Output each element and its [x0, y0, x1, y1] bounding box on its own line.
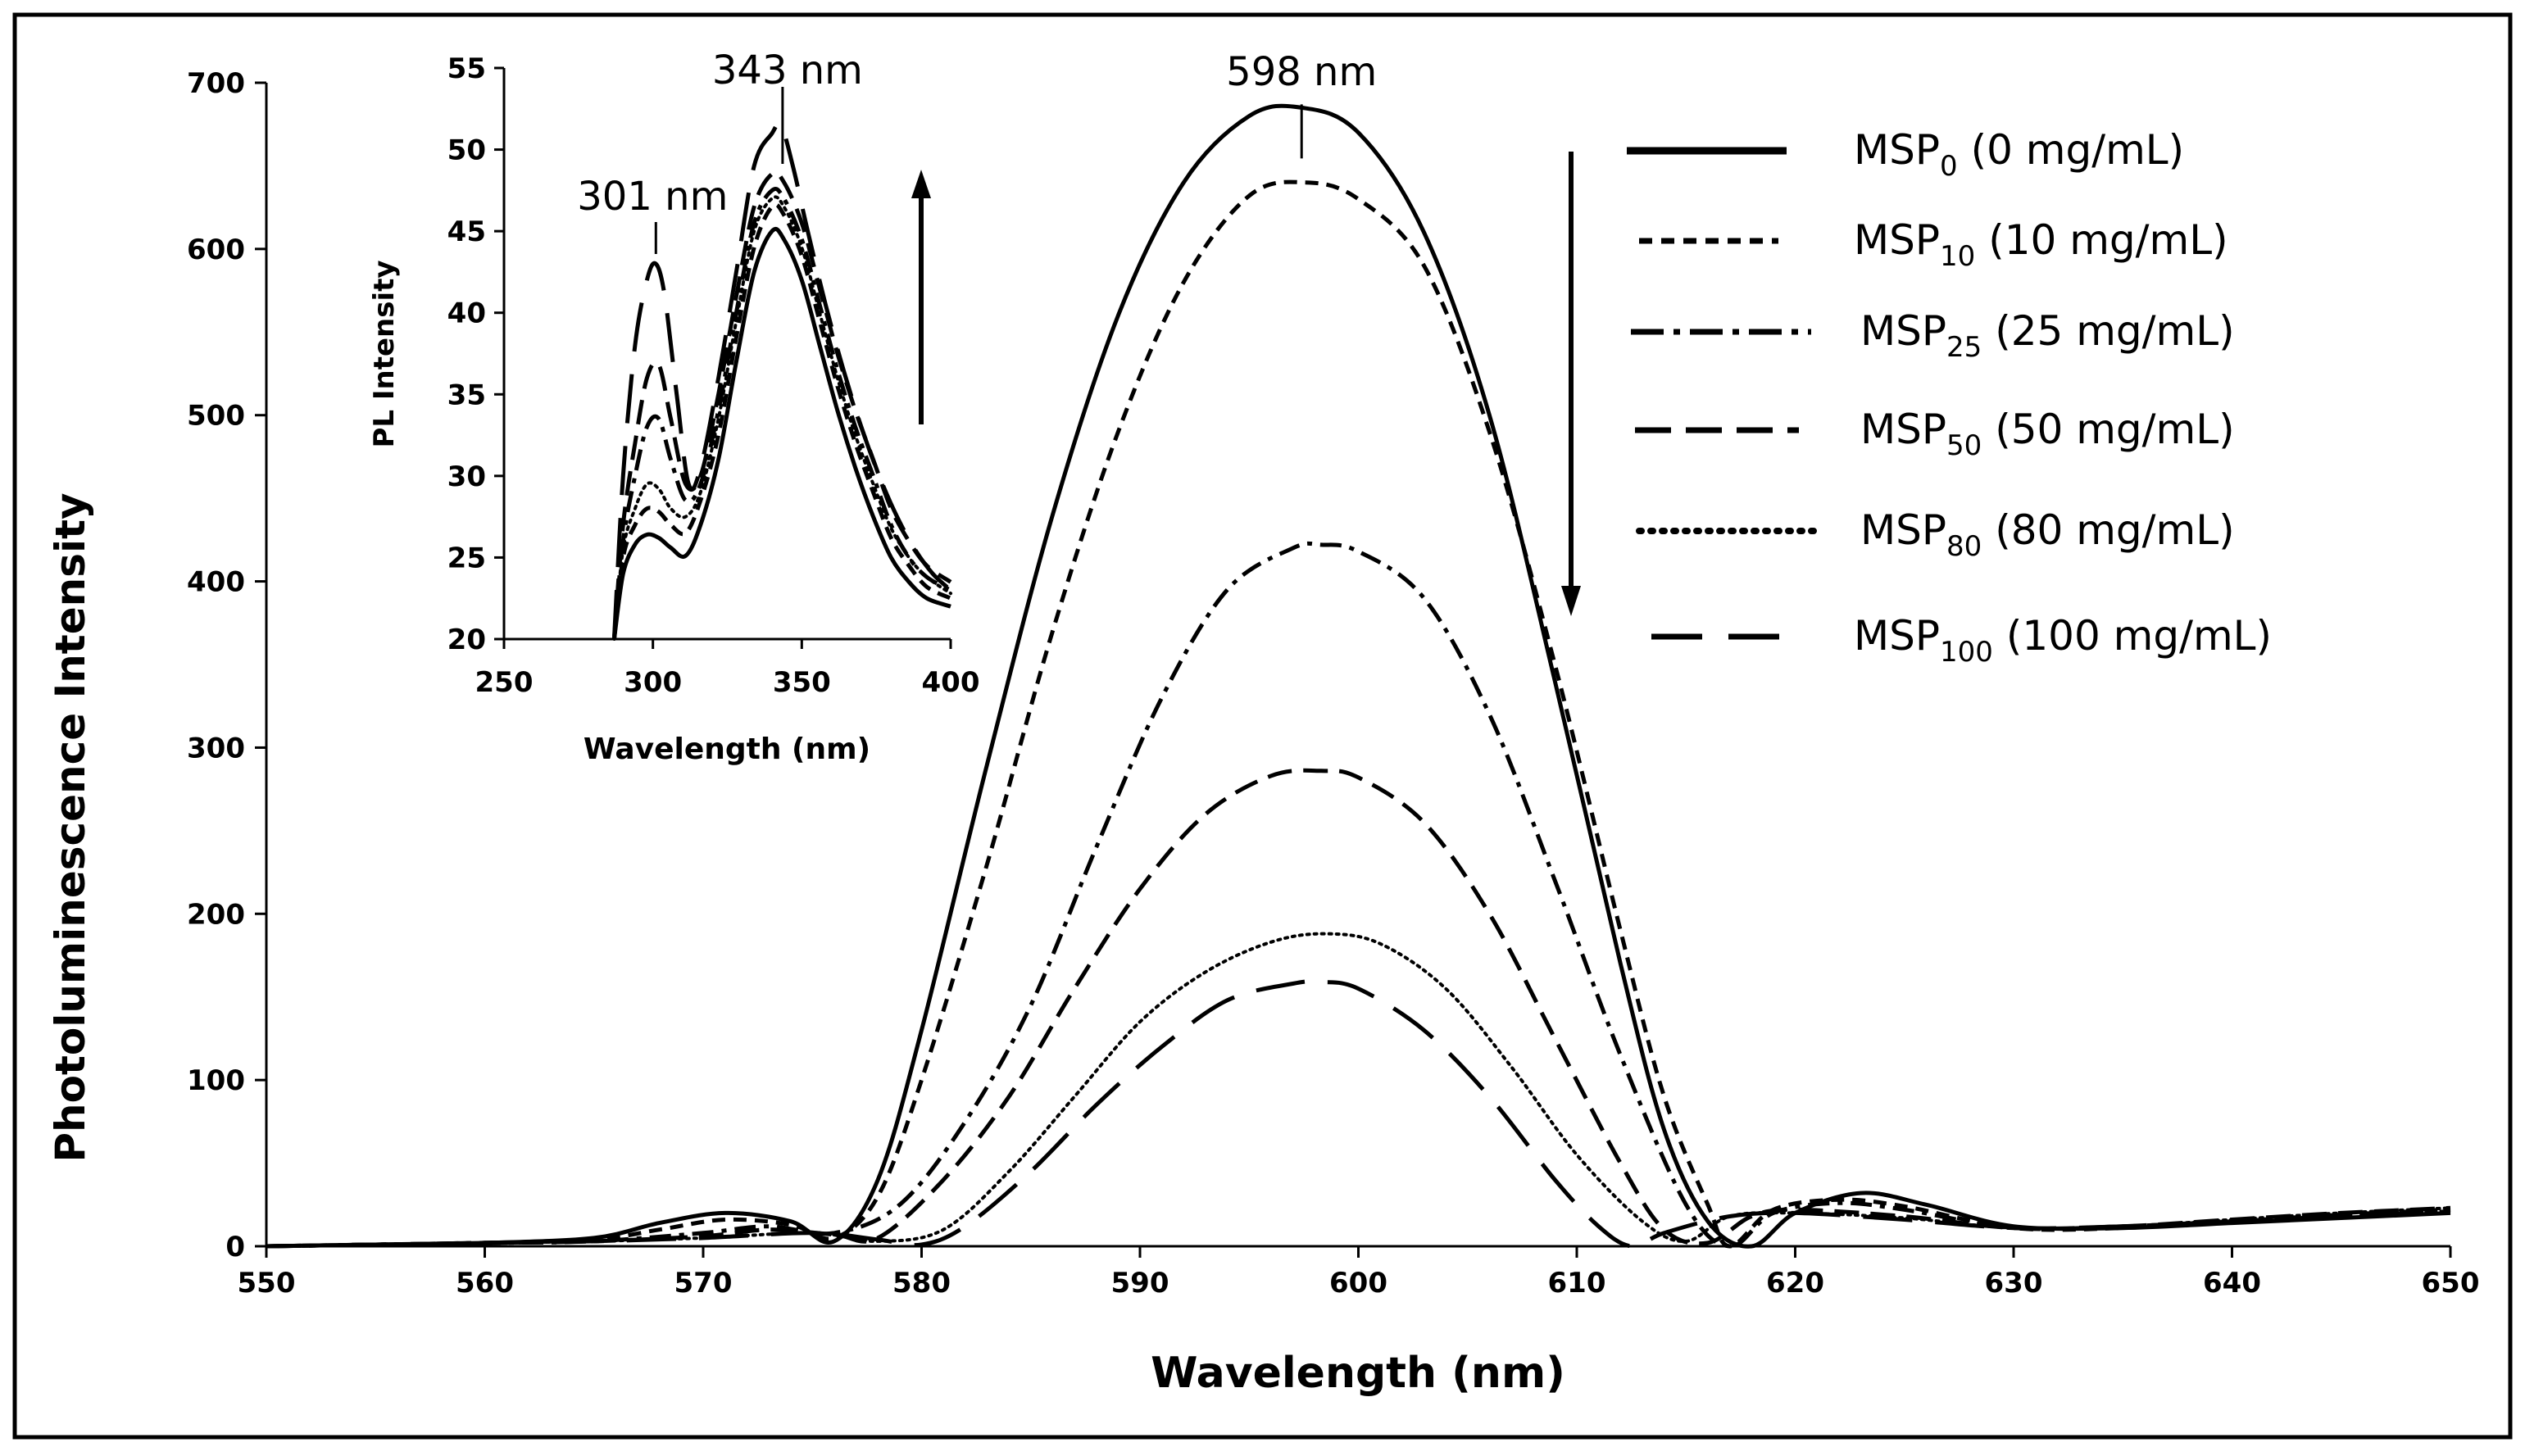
- main-x-tick-label: 560: [456, 1267, 514, 1300]
- legend: MSP0 (0 mg/mL)MSP10 (10 mg/mL)MSP25 (25 …: [1627, 126, 2272, 669]
- inset-series-line-msp100: [611, 120, 952, 640]
- inset-series-line-msp80: [612, 195, 952, 641]
- main-series-line-0: [266, 103, 2451, 1249]
- legend-base: MSP: [1860, 506, 1946, 554]
- legend-rest: (100 mg/mL): [1993, 612, 2272, 660]
- main-y-tick-label: 400: [187, 566, 245, 599]
- main-x-tick-label: 590: [1111, 1267, 1169, 1300]
- main-y-tick-label: 500: [187, 400, 245, 433]
- inset-x-tick-label: 350: [773, 666, 831, 699]
- legend-subscript: 25: [1946, 331, 1982, 364]
- peak-301-label: 301 nm: [577, 174, 728, 220]
- main-x-tick-label: 610: [1548, 1267, 1606, 1300]
- main-x-tick-label: 580: [892, 1267, 951, 1300]
- legend-base: MSP: [1860, 307, 1946, 355]
- legend-subscript: 80: [1946, 530, 1982, 563]
- legend-base: MSP: [1854, 126, 1940, 174]
- inset-x-tick-label: 300: [624, 666, 682, 699]
- legend-label-0: MSP0 (0 mg/mL): [1854, 126, 2184, 183]
- legend-subscript: 10: [1940, 240, 1975, 273]
- peak-598-label: 598 nm: [1226, 49, 1377, 95]
- main-x-tick-label: 630: [1985, 1267, 2043, 1300]
- inset-y-tick-label: 20: [447, 624, 486, 656]
- legend-rest: (0 mg/mL): [1958, 126, 2184, 174]
- inset-x-tick-label: 400: [922, 666, 980, 699]
- peak-343-label: 343 nm: [712, 48, 863, 93]
- legend-base: MSP: [1854, 216, 1940, 264]
- increase-arrow: [911, 170, 931, 424]
- main-series-line-100: [266, 979, 2451, 1249]
- main-x-tick-label: 650: [2422, 1267, 2480, 1300]
- inset-y-tick-label: 55: [447, 52, 486, 85]
- inset-series: [611, 120, 952, 641]
- legend-label-50: MSP50 (50 mg/mL): [1860, 406, 2235, 462]
- main-y-tick-label: 600: [187, 234, 245, 266]
- main-x-tick-label: 550: [238, 1267, 296, 1300]
- legend-rest: (80 mg/mL): [1982, 506, 2234, 554]
- main-ticks: 550 560 570 580 590 600 610 620 630 640 6500100200…: [187, 67, 2479, 1300]
- inset-y-tick-label: 35: [447, 379, 486, 411]
- main-x-tick-label: 620: [1766, 1267, 1824, 1300]
- legend-rest: (10 mg/mL): [1975, 216, 2228, 264]
- main-y-tick-label: 100: [187, 1064, 245, 1097]
- legend-rest: (50 mg/mL): [1982, 406, 2234, 453]
- legend-label-80: MSP80 (80 mg/mL): [1860, 506, 2235, 563]
- legend-subscript: 100: [1940, 636, 1993, 669]
- main-x-axis-label: Wavelength (nm): [1151, 1349, 1565, 1398]
- inset-y-tick-label: 30: [447, 460, 486, 493]
- main-y-tick-label: 0: [225, 1231, 245, 1263]
- legend-subscript: 0: [1940, 150, 1958, 183]
- inset-ticks: 250 300 350 400 20 25 30 35 40 45 50 55: [447, 52, 980, 699]
- main-series-line-25: [266, 541, 2451, 1249]
- legend-subscript: 50: [1946, 429, 1982, 462]
- inset-series-line-msp0: [611, 226, 951, 640]
- inset-x-tick-label: 250: [475, 666, 534, 699]
- inset-y-axis-label: PL Intensity: [368, 260, 401, 447]
- inset-series-line-msp25: [611, 186, 952, 640]
- main-y-tick-label: 200: [187, 898, 245, 931]
- main-annotations: 598 nm: [1226, 49, 1377, 159]
- legend-base: MSP: [1854, 612, 1940, 660]
- main-series-line-10: [266, 179, 2451, 1249]
- legend-label-100: MSP100 (100 mg/mL): [1854, 612, 2272, 669]
- main-x-tick-label: 640: [2203, 1267, 2261, 1300]
- inset-y-tick-label: 50: [447, 134, 486, 167]
- main-y-axis-label: Photoluminescence Intensity: [47, 492, 94, 1162]
- legend-base: MSP: [1860, 406, 1946, 453]
- main-series: [265, 103, 2452, 1249]
- figure-border: [12, 12, 2513, 1440]
- legend-label-25: MSP25 (25 mg/mL): [1860, 307, 2235, 364]
- legend-label-10: MSP10 (10 mg/mL): [1854, 216, 2228, 273]
- inset-annotations: 301 nm 343 nm: [577, 48, 863, 254]
- decrease-arrow: [1561, 152, 1581, 616]
- inset-y-tick-label: 40: [447, 297, 486, 330]
- inset-y-tick-label: 25: [447, 542, 486, 574]
- inset-y-tick-label: 45: [447, 215, 486, 248]
- main-y-tick-label: 300: [187, 732, 245, 764]
- main-y-tick-label: 700: [187, 67, 245, 100]
- inset-x-axis-label: Wavelength (nm): [584, 733, 870, 766]
- inset-series-line-msp10: [611, 202, 952, 640]
- main-x-tick-label: 600: [1329, 1267, 1387, 1300]
- main-x-tick-label: 570: [674, 1267, 733, 1300]
- inset-plot: 250 300 350 400 20 25 30 35 40 45 50 55 Wavelength …: [368, 48, 979, 766]
- legend-rest: (25 mg/mL): [1982, 307, 2234, 355]
